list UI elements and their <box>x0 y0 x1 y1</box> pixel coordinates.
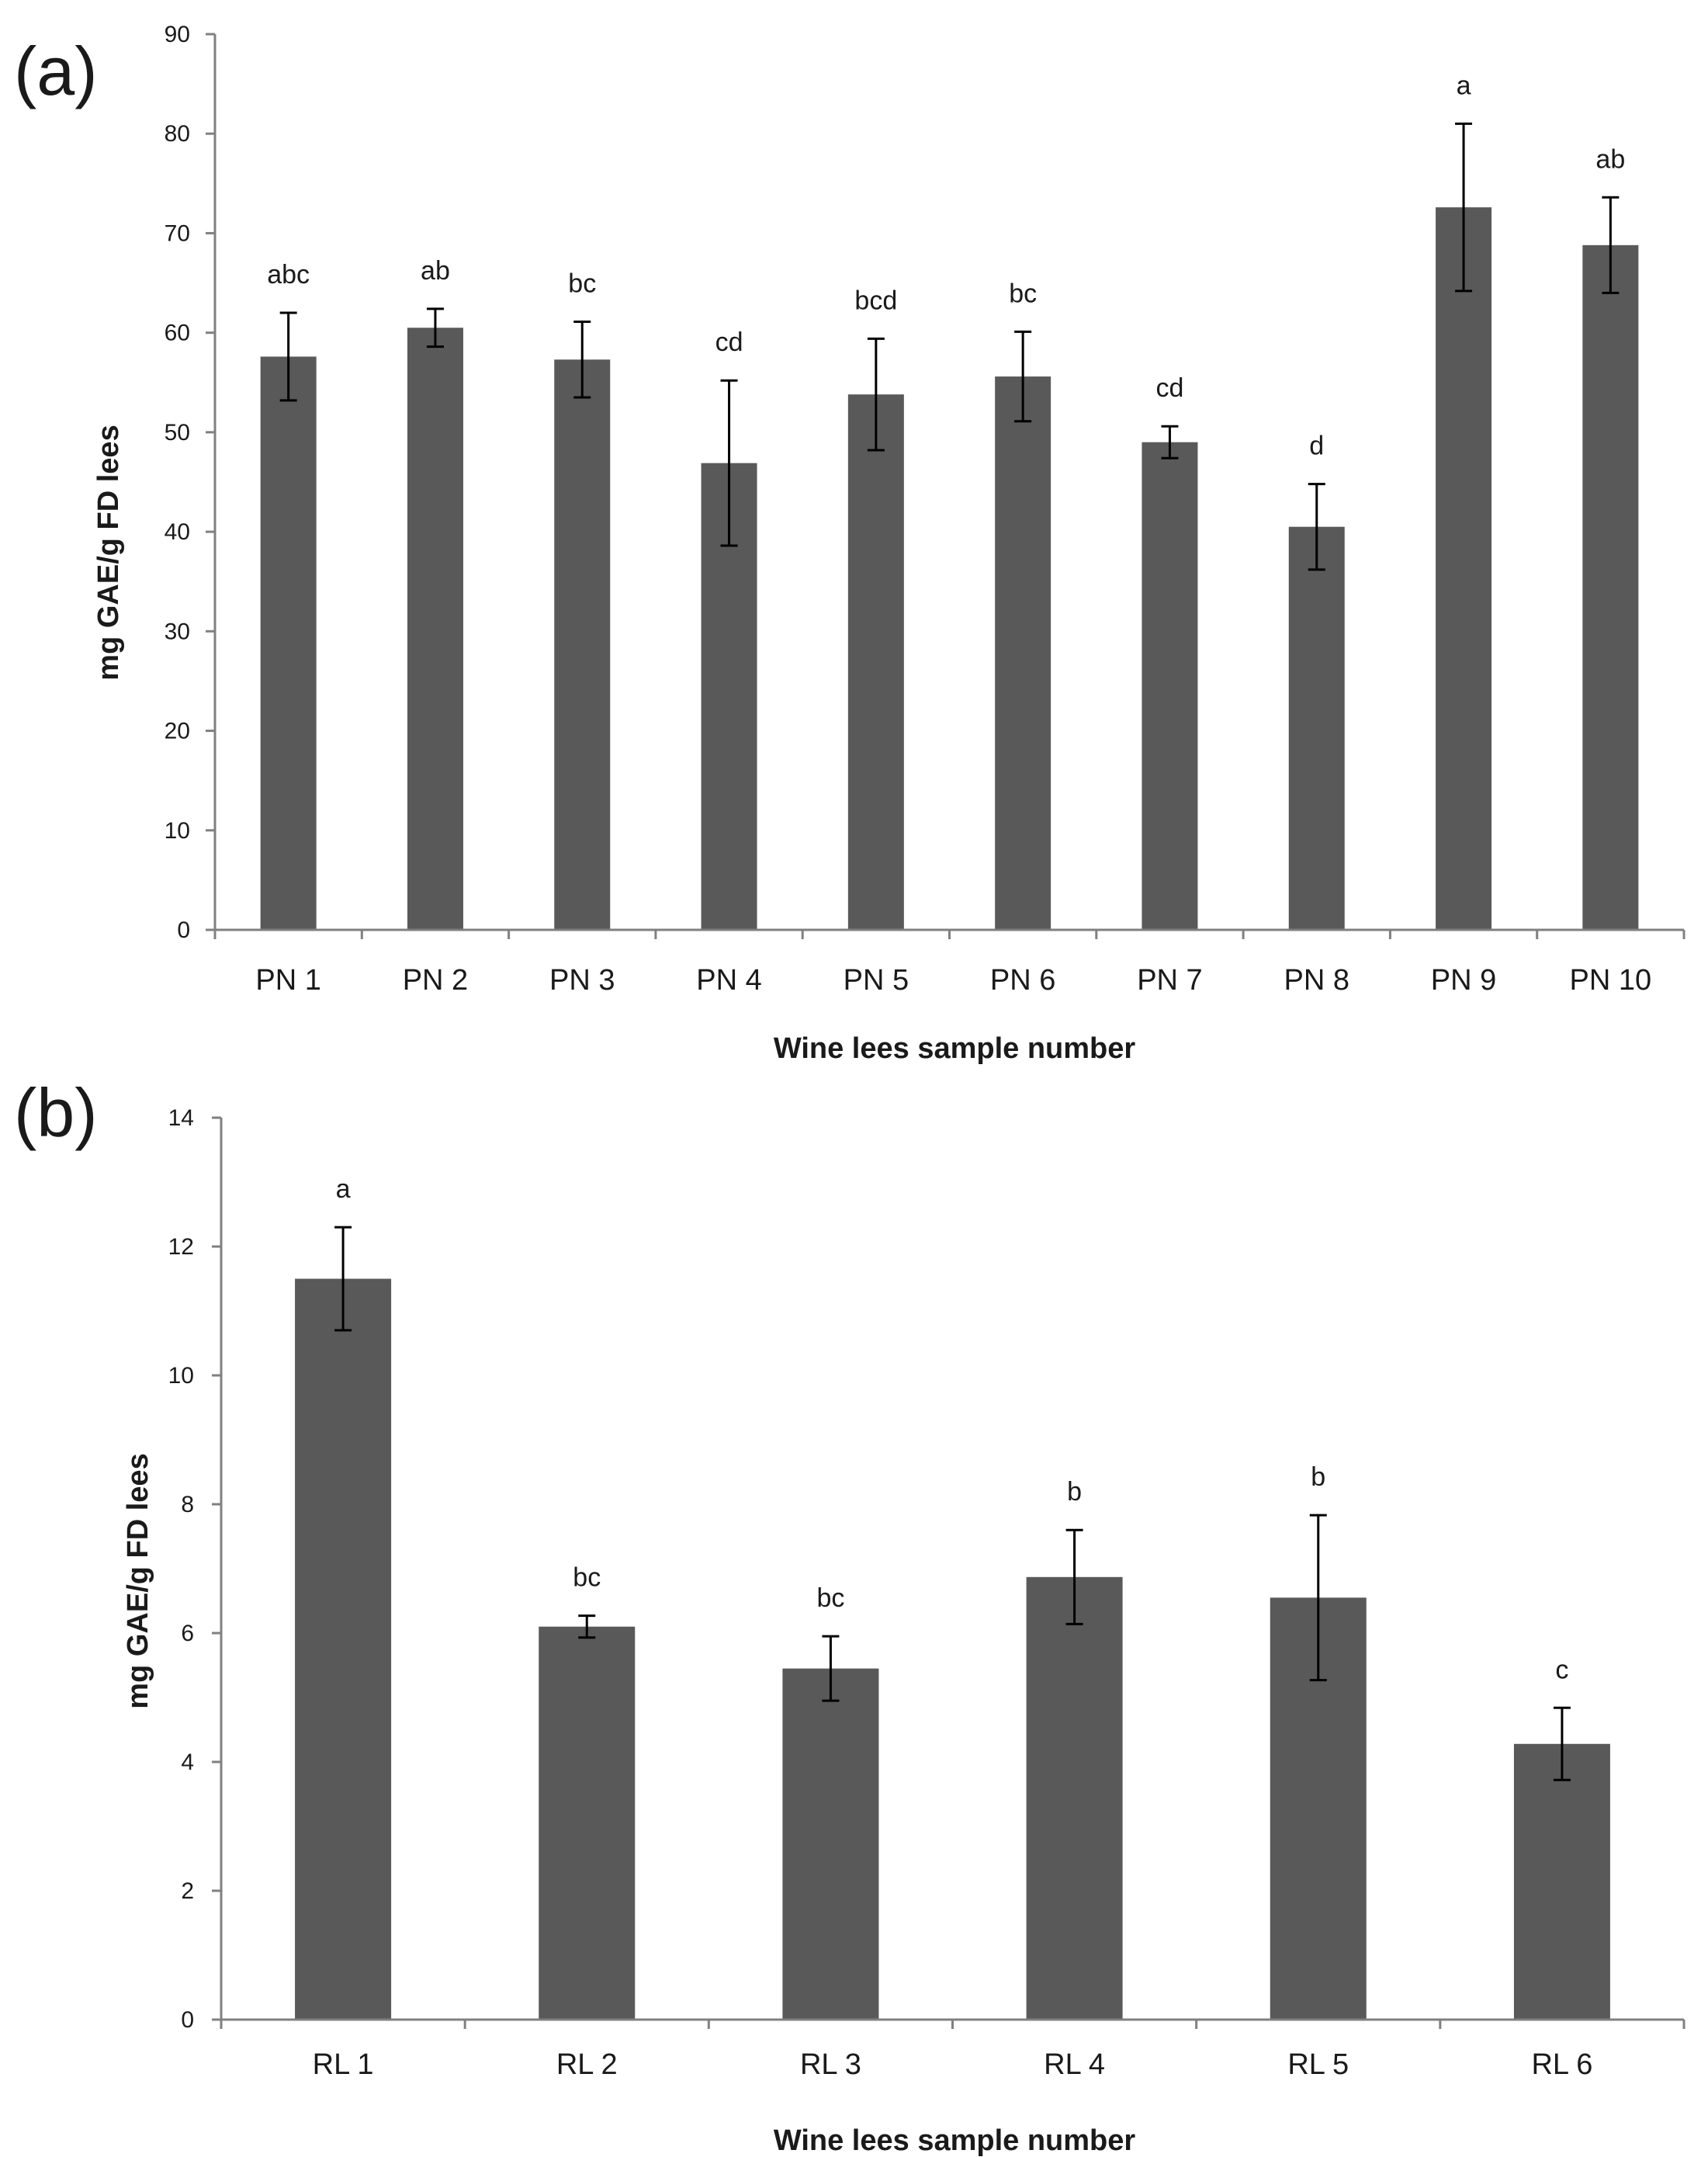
chart-a-y-tick-label: 70 <box>165 220 190 246</box>
chart-b-category-label: RL 1 <box>313 2048 374 2081</box>
chart-b-y-tick-label: 2 <box>181 1878 194 1904</box>
chart-b-bar <box>1026 1576 1123 2020</box>
chart-b-x-axis-title: Wine lees sample number <box>774 2124 1136 2157</box>
chart-a-significance-label: bc <box>1009 279 1037 308</box>
chart-a-bars <box>260 207 1639 931</box>
chart-a-category-label: PN 9 <box>1431 964 1496 997</box>
chart-a-category-label: PN 6 <box>990 964 1055 997</box>
chart-a-significance-label: abc <box>267 260 310 290</box>
chart-a-y-axis-title: mg GAE/g FD lees <box>92 425 125 680</box>
chart-a-category-label: PN 2 <box>403 964 468 997</box>
chart-a-significance-label: cd <box>715 328 743 357</box>
chart-b-significance-label: a <box>336 1174 351 1204</box>
chart-b-y-tick-label: 14 <box>168 1105 194 1131</box>
chart-a-significance-label: bcd <box>854 286 897 315</box>
chart-a: (a) mg GAE/g FD lees Wine lees sample nu… <box>14 22 1685 1065</box>
chart-a-category-label: PN 5 <box>844 964 909 997</box>
chart-a-bar <box>995 376 1051 930</box>
chart-a-y-tick-label: 90 <box>165 22 190 47</box>
chart-b-bar <box>295 1278 392 2020</box>
chart-b-significance-label: bc <box>816 1583 844 1613</box>
chart-a-significance-label: a <box>1457 71 1471 100</box>
chart-a-x-axis-title: Wine lees sample number <box>774 1032 1136 1065</box>
chart-a-y-tick-label: 10 <box>165 818 190 844</box>
chart-a-bar <box>1582 244 1639 930</box>
chart-a-bar <box>1288 526 1345 930</box>
chart-b-category-labels: RL 1 RL 2 RL 3 RL 4 RL 5 RL 6 <box>313 2048 1593 2081</box>
chart-b-y-ticks: 0 2 4 6 8 10 12 14 <box>168 1105 1685 2033</box>
chart-a-bar <box>260 356 317 930</box>
chart-a-y-tick-label: 20 <box>165 719 190 744</box>
chart-a-significance-label: d <box>1309 432 1324 461</box>
chart-a-significance-label: ab <box>421 256 450 286</box>
chart-a-category-label: PN 3 <box>549 964 615 997</box>
chart-b-category-label: RL 3 <box>800 2048 861 2081</box>
chart-b-bar <box>1513 1743 1610 2020</box>
chart-a-bar <box>1142 442 1198 930</box>
chart-b-y-tick-label: 6 <box>181 1621 194 1646</box>
chart-b-category-label: RL 6 <box>1531 2048 1592 2081</box>
chart-a-y-tick-label: 60 <box>165 321 190 346</box>
chart-a-panel-label: (a) <box>14 33 98 109</box>
chart-b-y-tick-label: 10 <box>168 1363 194 1389</box>
chart-a-significance-labels: abc ab bc cd bcd bc cd d a ab <box>267 71 1625 460</box>
chart-a-y-tick-label: 0 <box>177 917 190 943</box>
chart-b-y-axis-title: mg GAE/g FD lees <box>122 1453 154 1708</box>
chart-a-bar <box>554 359 611 931</box>
chart-b-panel-label: (b) <box>14 1074 98 1151</box>
chart-a-y-tick-label: 30 <box>165 619 190 644</box>
chart-b-y-tick-label: 12 <box>168 1234 194 1260</box>
chart-a-y-tick-label: 50 <box>165 420 190 446</box>
chart-b-category-label: RL 2 <box>556 2048 618 2081</box>
chart-a-significance-label: cd <box>1155 373 1183 403</box>
chart-b-significance-label: b <box>1311 1462 1325 1492</box>
chart-b-category-label: RL 4 <box>1044 2048 1105 2081</box>
chart-a-category-labels: PN 1 PN 2 PN 3 PN 4 PN 5 PN 6 PN 7 PN 8 PN 9 PN 1… <box>255 964 1651 997</box>
chart-b-error-bars <box>334 1226 1571 1781</box>
chart-b-significance-label: c <box>1555 1655 1568 1684</box>
chart-a-category-label: PN 1 <box>255 964 320 997</box>
chart-b-bars <box>295 1278 1610 2020</box>
chart-b-bar <box>782 1668 879 2020</box>
chart-a-bar <box>1436 207 1492 930</box>
chart-a-y-tick-label: 80 <box>165 121 190 147</box>
chart-b-y-tick-label: 0 <box>181 2007 194 2033</box>
chart-a-category-label: PN 4 <box>696 964 761 997</box>
chart-a-y-ticks: 0 10 20 30 40 50 60 70 80 90 <box>165 22 1685 943</box>
chart-a-significance-label: bc <box>568 269 596 299</box>
chart-a-y-tick-label: 40 <box>165 519 190 545</box>
chart-a-category-label: PN 7 <box>1137 964 1202 997</box>
chart-b-category-label: RL 5 <box>1287 2048 1349 2081</box>
chart-b-y-tick-label: 8 <box>181 1492 194 1517</box>
chart-b-significance-label: b <box>1067 1477 1082 1507</box>
chart-a-bar <box>407 328 463 930</box>
chart-b: (b) mg GAE/g FD lees Wine lees sample nu… <box>14 1074 1685 2157</box>
chart-a-significance-label: ab <box>1595 144 1625 174</box>
chart-a-bar <box>847 394 904 931</box>
chart-a-category-label: PN 10 <box>1570 964 1652 997</box>
chart-b-significance-label: bc <box>573 1563 601 1593</box>
chart-b-bar <box>539 1626 636 2020</box>
chart-a-error-bars <box>279 122 1620 571</box>
chart-a-category-label: PN 8 <box>1284 964 1349 997</box>
chart-b-y-tick-label: 4 <box>181 1750 194 1775</box>
